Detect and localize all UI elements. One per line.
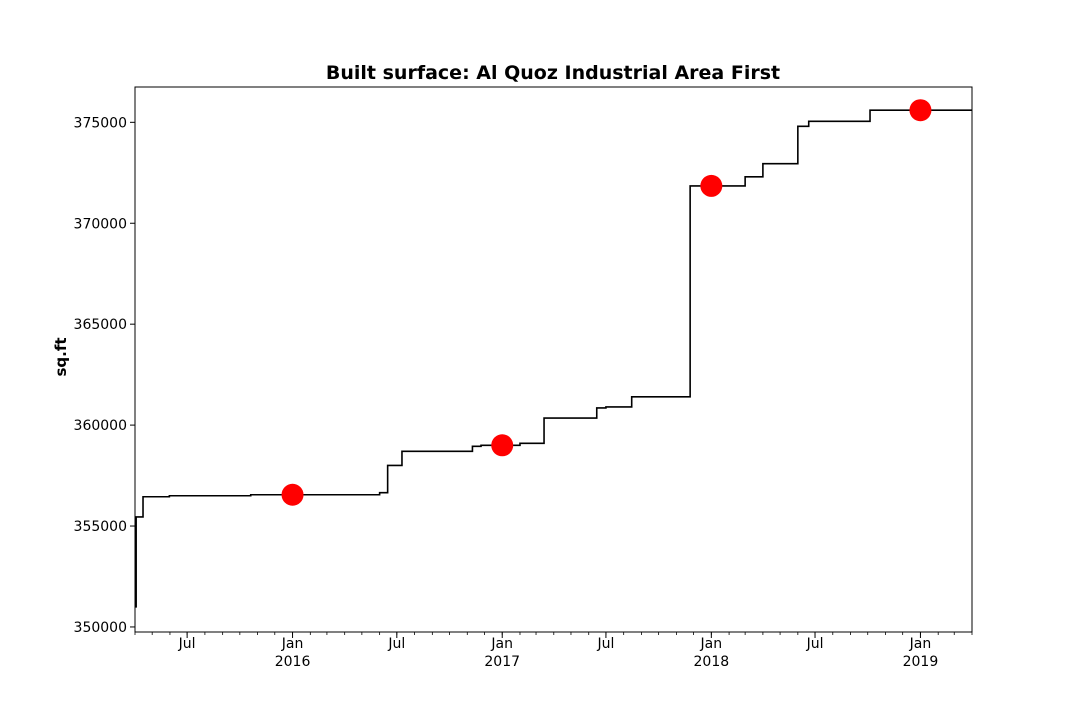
plot-frame: [134, 86, 973, 633]
scatter-point: [700, 174, 723, 197]
y-tick-label: 360000: [74, 418, 127, 434]
x-tick-label: Jul: [596, 636, 614, 652]
y-tick-label: 370000: [74, 216, 127, 232]
scatter-point: [909, 99, 932, 122]
x-tick-year-label: 2017: [484, 654, 520, 670]
x-tick-label: Jan: [700, 636, 723, 652]
chart-title: Built surface: Al Quoz Industrial Area F…: [326, 62, 780, 84]
plot-area: 350000 355000 360000 365000 370000 375000 Jul…: [74, 86, 973, 670]
y-tick-label: 375000: [74, 115, 127, 131]
y-tick-label: 355000: [74, 519, 127, 535]
x-tick-label: Jul: [387, 636, 405, 652]
series-layer: [135, 99, 972, 608]
y-tick-label: 365000: [74, 317, 127, 333]
x-tick-year-label: 2018: [694, 654, 730, 670]
x-axis: Jul Jan 2016 Jul Jan 2017 Jul Jan 2018 Jul Jan 2019: [134, 632, 973, 670]
x-tick-year-label: 2019: [903, 654, 939, 670]
y-axis: 350000 355000 360000 365000 370000 375000: [74, 115, 135, 636]
y-tick-label: 350000: [74, 620, 127, 636]
scatter-point: [281, 483, 304, 506]
y-axis-label: sq.ft: [52, 337, 70, 376]
x-tick-label: Jul: [178, 636, 196, 652]
step-line-series: [135, 109, 972, 608]
x-tick-year-label: 2016: [275, 654, 311, 670]
x-tick-label: Jan: [490, 636, 513, 652]
x-tick-label: Jan: [909, 636, 932, 652]
x-tick-label: Jul: [806, 636, 824, 652]
x-tick-label: Jan: [281, 636, 304, 652]
scatter-point: [491, 434, 514, 457]
